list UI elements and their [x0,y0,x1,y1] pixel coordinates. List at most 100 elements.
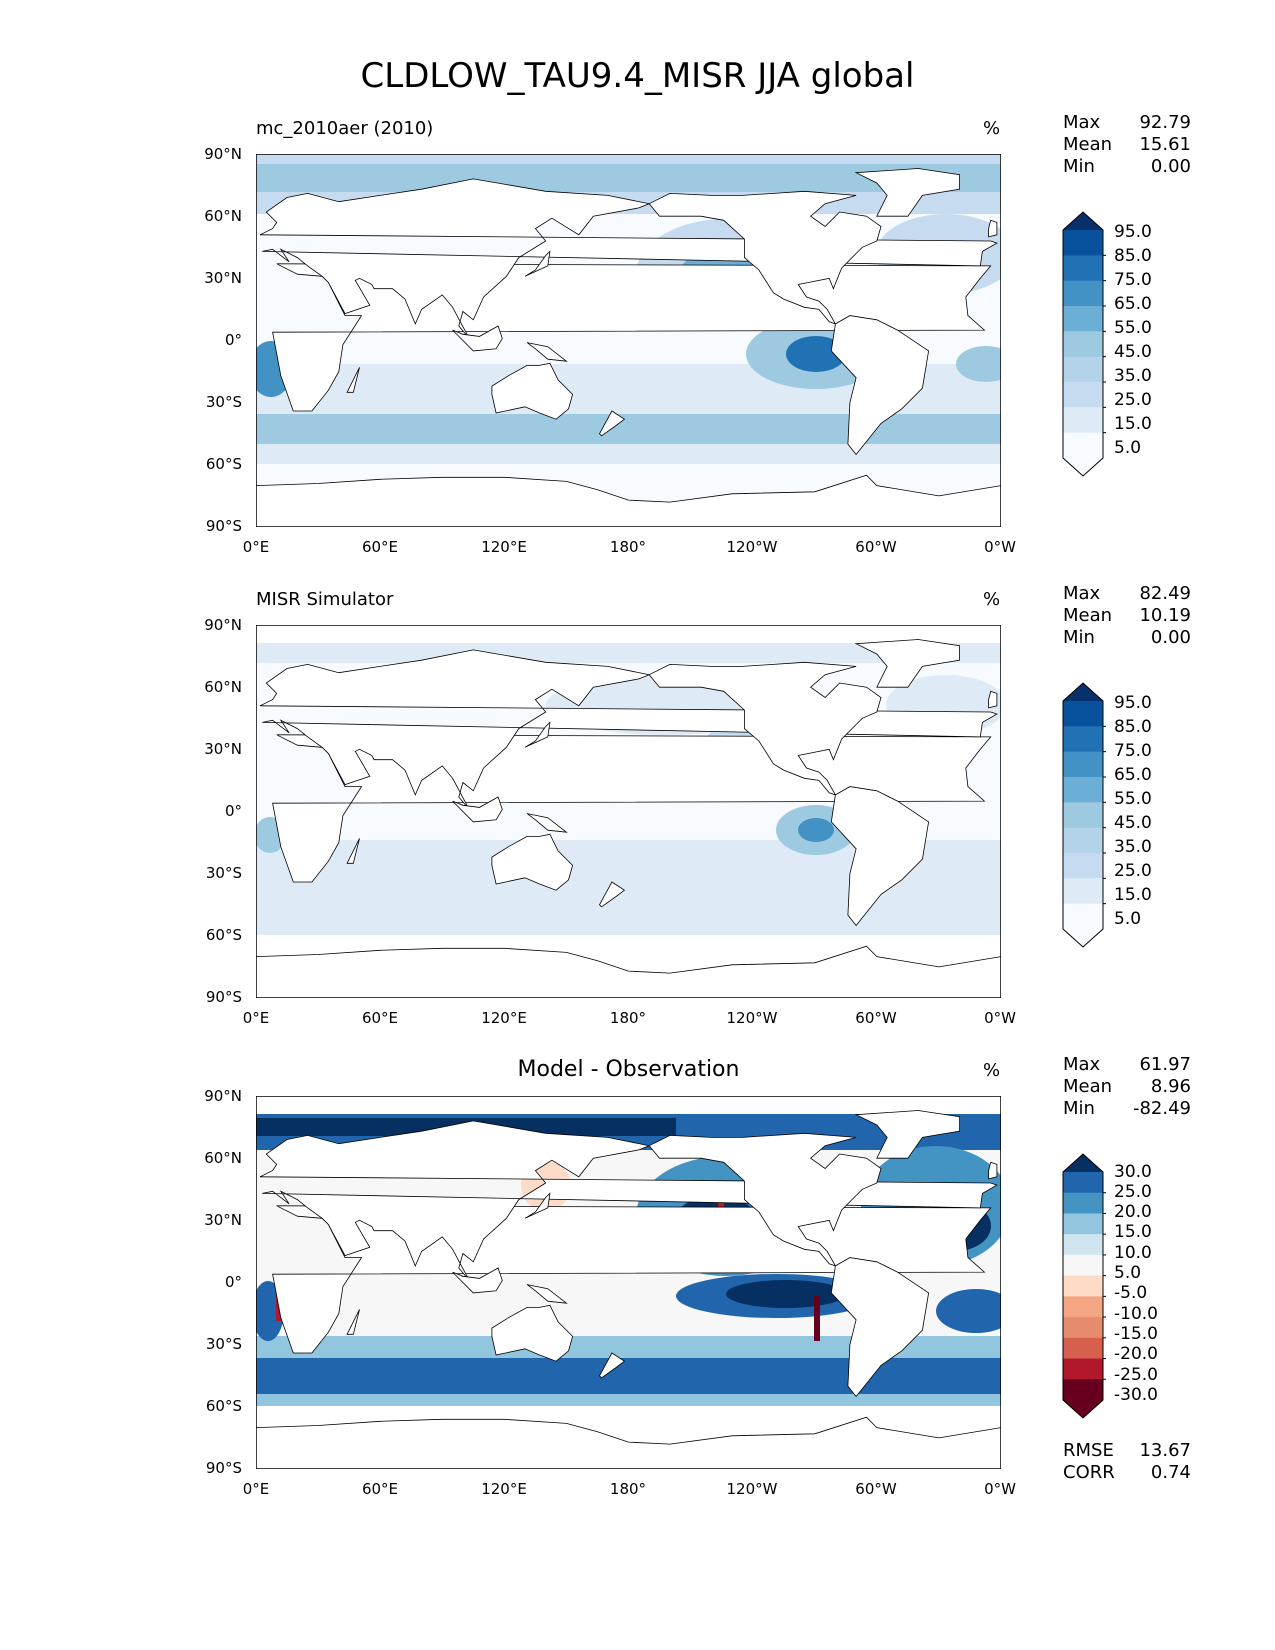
stat-label: Max [1063,112,1101,133]
x-tick-label: 120°W [726,1009,778,1027]
colorbar [1062,211,1106,477]
colorbar [1062,682,1106,948]
landmass-new-guinea [526,1284,568,1304]
colorbar-level-label: 75.0 [1114,270,1152,290]
colorbar-extend-min [1063,929,1103,947]
stats-box: Max 92.79 Mean 15.61 Min 0.00 [1063,112,1191,178]
colorbar-level-label: 35.0 [1114,366,1152,386]
colorbar-segment [1063,280,1103,307]
units-label: % [983,589,1001,610]
map-plot [256,625,1001,998]
landmass-borneo-sumatra [452,1267,503,1294]
colorbar-level-label: 15.0 [1114,414,1152,434]
map-plot [256,1096,1001,1469]
colorbar-segment [1063,878,1103,905]
y-tick-label: 90°N [204,145,242,163]
colorbar-outline [1062,682,1104,948]
colorbar-level-label: 85.0 [1114,717,1152,737]
landmass-australia [491,1304,574,1362]
x-tick-label: 0°E [242,538,270,556]
y-tick-label: 60°S [205,455,242,473]
colorbar-segment [1063,1172,1103,1194]
colorbar-level-label: 15.0 [1114,1222,1152,1242]
x-tick-label: 180° [609,538,647,556]
colorbar-segment [1063,1275,1103,1297]
y-tick-label: 90°S [205,517,242,535]
y-tick-label: 30°N [204,1211,242,1229]
colorbar-level-label: -25.0 [1114,1365,1158,1385]
colorbar-level-label: 75.0 [1114,741,1152,761]
colorbar-level-label: 25.0 [1114,861,1152,881]
colorbar-level-label: 85.0 [1114,246,1152,266]
colorbar-segment [1063,802,1103,829]
stat-label: Min [1063,156,1095,177]
panel-difference: Model - Observation % Max 61.97 Mean 8.96 … [0,1054,1275,1520]
colorbar-segment [1063,1254,1103,1277]
map-plot [256,154,1001,527]
stat-label: Min [1063,627,1095,648]
stat-min: -82.49 [1132,1098,1191,1119]
land-masses [256,168,1001,527]
map-svg [256,625,1001,998]
x-tick-label: 120°E [481,1009,527,1027]
landmass-australia [491,362,574,420]
colorbar-segment [1063,726,1103,753]
field-southern-core [256,1358,1001,1394]
colorbar-segment [1063,356,1103,383]
colorbar-level-label: -20.0 [1114,1344,1158,1364]
stat-label: Mean [1063,1076,1113,1097]
stats-box: Max 61.97 Mean 8.96 Min -82.49 [1063,1054,1191,1120]
y-tick-label: 90°N [204,616,242,634]
colorbar [1062,1153,1106,1419]
stat-label: Max [1063,583,1101,604]
colorbar-level-label: 15.0 [1114,885,1152,905]
metric-label: CORR [1063,1462,1115,1483]
x-tick-label: 120°W [726,538,778,556]
x-tick-label: 120°E [481,538,527,556]
y-tick-label: 90°N [204,1087,242,1105]
landmass-nz [599,881,626,908]
y-tick-label: 90°S [205,988,242,1006]
metric-label: RMSE [1063,1440,1114,1461]
stat-min: 0.00 [1150,156,1191,177]
stat-max: 61.97 [1139,1054,1191,1075]
landmass-nz [599,1352,626,1379]
x-tick-label: 60°W [855,538,897,556]
x-tick-label: 0°W [984,1480,1016,1498]
colorbar-level-label: 95.0 [1114,693,1152,713]
land-masses [256,1110,1001,1469]
colorbar-level-label: -15.0 [1114,1324,1158,1344]
x-tick-label: 0°W [984,1009,1016,1027]
x-tick-label: 180° [609,1009,647,1027]
landmass-australia [491,833,574,891]
colorbar-level-label: 5.0 [1114,1263,1142,1283]
stat-mean: 15.61 [1139,134,1191,155]
x-tick-label: 60°E [361,538,399,556]
panel-model: mc_2010aer (2010) % Max 92.79 Mean 15.61 M… [0,112,1275,578]
field-peru-core [786,336,846,372]
colorbar-extend-min [1063,458,1103,476]
landmass-north-america [648,190,882,325]
stat-mean: 10.19 [1139,605,1191,626]
colorbar-extend-max [1063,212,1103,230]
units-label: % [983,118,1001,139]
y-tick-label: 90°S [205,1459,242,1477]
landmass-north-america [648,661,882,796]
colorbar-segment [1063,306,1103,332]
field-peru-coast [814,1296,820,1341]
colorbar-level-label: 30.0 [1114,1162,1152,1182]
colorbar-segment [1063,903,1103,930]
land-masses [256,639,1001,998]
x-tick-label: 0°E [242,1480,270,1498]
stats-box: Max 82.49 Mean 10.19 Min 0.00 [1063,583,1191,649]
colorbar-outline [1062,1153,1104,1419]
landmass-japan [524,1192,551,1219]
y-tick-label: 30°N [204,269,242,287]
y-tick-label: 0° [224,802,242,820]
landmass-greenland [854,168,960,217]
y-tick-label: 60°S [205,926,242,944]
colorbar-segment [1063,777,1103,803]
colorbar-segment [1063,1192,1103,1214]
colorbar-segment [1063,751,1103,778]
stat-label: Max [1063,1054,1101,1075]
